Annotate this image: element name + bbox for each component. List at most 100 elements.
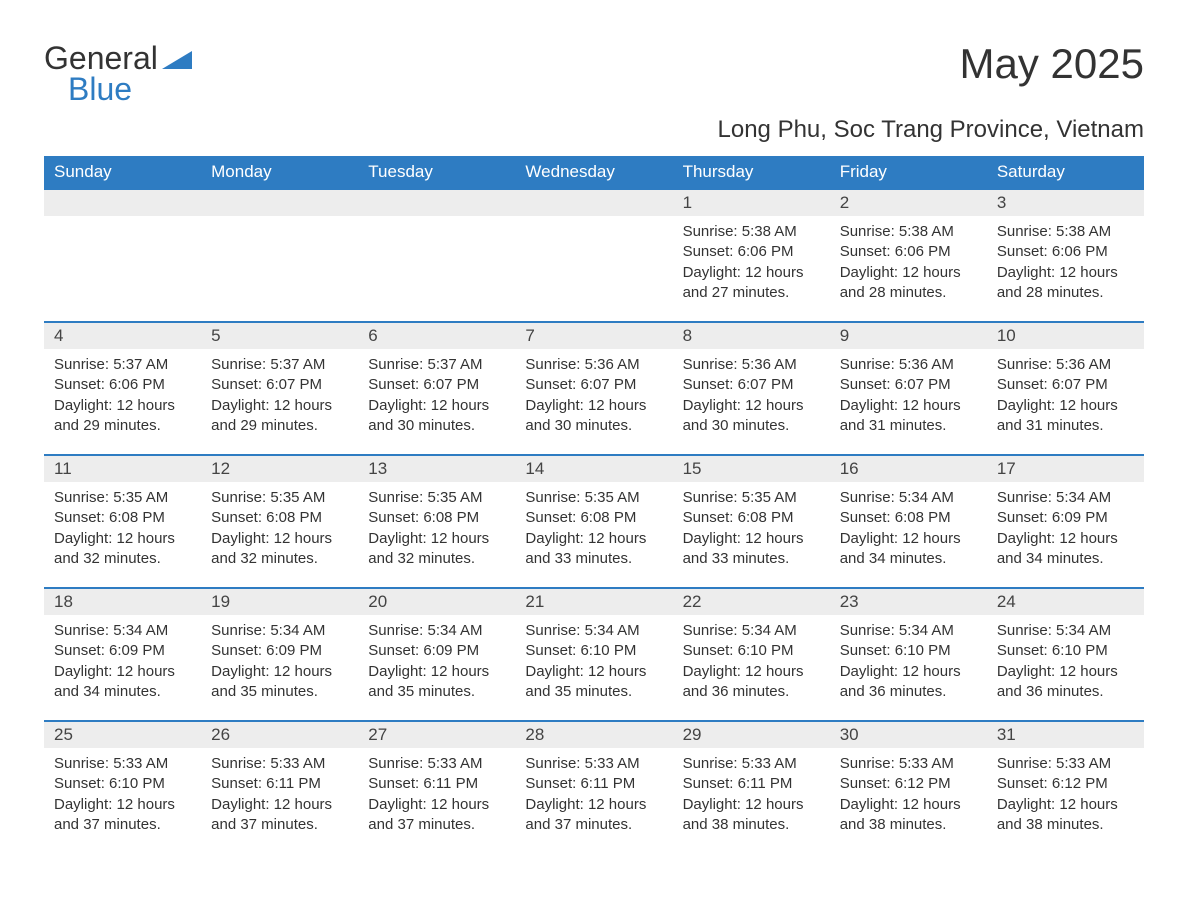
day-day2: and 35 minutes. — [211, 682, 348, 702]
day-sunset: Sunset: 6:08 PM — [368, 508, 505, 528]
day-sunset: Sunset: 6:09 PM — [54, 641, 191, 661]
day-day2: and 35 minutes. — [525, 682, 662, 702]
day-day1: Daylight: 12 hours — [683, 795, 820, 815]
day-sunrise: Sunrise: 5:34 AM — [840, 621, 977, 641]
day-number: 31 — [987, 722, 1144, 748]
day-day1: Daylight: 12 hours — [525, 529, 662, 549]
day-day2: and 31 minutes. — [997, 416, 1134, 436]
day-cell: Sunrise: 5:37 AMSunset: 6:07 PMDaylight:… — [201, 349, 358, 454]
day-day2: and 38 minutes. — [683, 815, 820, 835]
day-number: 15 — [673, 456, 830, 482]
day-sunset: Sunset: 6:07 PM — [525, 375, 662, 395]
day-number — [44, 190, 201, 216]
week-number-row: 45678910 — [44, 322, 1144, 349]
day-sunset: Sunset: 6:11 PM — [211, 774, 348, 794]
day-sunset: Sunset: 6:08 PM — [840, 508, 977, 528]
week-number-row: 123 — [44, 189, 1144, 216]
day-number: 3 — [987, 190, 1144, 216]
week-number-row: 18192021222324 — [44, 588, 1144, 615]
day-day1: Daylight: 12 hours — [525, 795, 662, 815]
day-sunset: Sunset: 6:07 PM — [211, 375, 348, 395]
day-day1: Daylight: 12 hours — [211, 396, 348, 416]
day-cell: Sunrise: 5:33 AMSunset: 6:12 PMDaylight:… — [830, 748, 987, 853]
day-day2: and 36 minutes. — [997, 682, 1134, 702]
day-sunset: Sunset: 6:07 PM — [840, 375, 977, 395]
day-day2: and 33 minutes. — [525, 549, 662, 569]
week-data-row: Sunrise: 5:33 AMSunset: 6:10 PMDaylight:… — [44, 748, 1144, 853]
day-day1: Daylight: 12 hours — [683, 662, 820, 682]
day-day1: Daylight: 12 hours — [840, 396, 977, 416]
day-sunrise: Sunrise: 5:34 AM — [525, 621, 662, 641]
day-sunrise: Sunrise: 5:33 AM — [525, 754, 662, 774]
day-cell — [515, 216, 672, 316]
day-day1: Daylight: 12 hours — [997, 263, 1134, 283]
day-day2: and 28 minutes. — [840, 283, 977, 303]
day-sunrise: Sunrise: 5:33 AM — [840, 754, 977, 774]
day-cell: Sunrise: 5:35 AMSunset: 6:08 PMDaylight:… — [201, 482, 358, 587]
day-sunset: Sunset: 6:12 PM — [997, 774, 1134, 794]
day-number — [358, 190, 515, 216]
day-day2: and 31 minutes. — [840, 416, 977, 436]
day-cell: Sunrise: 5:33 AMSunset: 6:11 PMDaylight:… — [358, 748, 515, 853]
day-cell: Sunrise: 5:34 AMSunset: 6:09 PMDaylight:… — [201, 615, 358, 720]
day-sunset: Sunset: 6:07 PM — [683, 375, 820, 395]
day-sunrise: Sunrise: 5:37 AM — [368, 355, 505, 375]
day-day2: and 30 minutes. — [525, 416, 662, 436]
location-text: Long Phu, Soc Trang Province, Vietnam — [44, 116, 1144, 144]
day-day2: and 36 minutes. — [683, 682, 820, 702]
week-number-row: 11121314151617 — [44, 455, 1144, 482]
day-sunrise: Sunrise: 5:34 AM — [997, 621, 1134, 641]
day-cell: Sunrise: 5:38 AMSunset: 6:06 PMDaylight:… — [987, 216, 1144, 321]
week-data-row: Sunrise: 5:34 AM Sunset: 6:09 PM Daylight:… — [44, 615, 1144, 721]
day-day1: Daylight: 12 hours — [683, 396, 820, 416]
day-cell: Sunrise: 5:35 AMSunset: 6:08 PMDaylight:… — [515, 482, 672, 587]
day-sunrise: Sunrise: 5:34 AM — [683, 621, 820, 641]
day-day2: and 38 minutes. — [997, 815, 1134, 835]
day-sunrise: Sunrise: 5:35 AM — [368, 488, 505, 508]
day-number: 21 — [515, 589, 672, 615]
day-number: 12 — [201, 456, 358, 482]
logo-triangle-icon — [162, 47, 192, 74]
day-day1: Daylight: 12 hours — [211, 795, 348, 815]
page-title: May 2025 — [960, 40, 1144, 88]
day-cell: Sunrise: 5:35 AMSunset: 6:08 PMDaylight:… — [358, 482, 515, 587]
day-day1: Daylight: 12 hours — [211, 662, 348, 682]
day-number: 7 — [515, 323, 672, 349]
week-data-row: Sunrise: 5:35 AMSunset: 6:08 PMDaylight:… — [44, 482, 1144, 588]
day-day2: and 32 minutes. — [211, 549, 348, 569]
day-sunrise: Sunrise: 5:34 AM — [368, 621, 505, 641]
day-sunrise: Sunrise: 5:36 AM — [525, 355, 662, 375]
day-sunrise: Sunrise: 5:38 AM — [840, 222, 977, 242]
day-sunset: Sunset: 6:08 PM — [683, 508, 820, 528]
weekday-header: Wednesday — [515, 156, 672, 189]
day-cell: Sunrise: 5:34 AMSunset: 6:09 PMDaylight:… — [358, 615, 515, 720]
day-cell: Sunrise: 5:36 AMSunset: 6:07 PMDaylight:… — [987, 349, 1144, 454]
day-sunset: Sunset: 6:09 PM — [997, 508, 1134, 528]
day-cell: Sunrise: 5:33 AMSunset: 6:12 PMDaylight:… — [987, 748, 1144, 853]
day-number: 5 — [201, 323, 358, 349]
day-number: 6 — [358, 323, 515, 349]
weekday-header: Monday — [201, 156, 358, 189]
day-sunrise: Sunrise: 5:34 AM — [997, 488, 1134, 508]
day-sunrise: Sunrise: 5:36 AM — [997, 355, 1134, 375]
day-number: 19 — [201, 589, 358, 615]
day-day1: Daylight: 12 hours — [683, 263, 820, 283]
logo: General Blue — [44, 40, 192, 108]
day-number — [515, 190, 672, 216]
day-number: 26 — [201, 722, 358, 748]
day-day2: and 37 minutes. — [211, 815, 348, 835]
week-number-row: 25262728293031 — [44, 721, 1144, 748]
day-cell: Sunrise: 5:34 AMSunset: 6:09 PMDaylight:… — [44, 615, 201, 720]
day-number: 23 — [830, 589, 987, 615]
day-sunrise: Sunrise: 5:33 AM — [211, 754, 348, 774]
day-cell: Sunrise: 5:38 AMSunset: 6:06 PMDaylight:… — [830, 216, 987, 321]
day-day2: and 37 minutes. — [54, 815, 191, 835]
day-day2: and 27 minutes. — [683, 283, 820, 303]
day-cell: Sunrise: 5:33 AMSunset: 6:11 PMDaylight:… — [515, 748, 672, 853]
day-day1: Daylight: 12 hours — [997, 529, 1134, 549]
day-day1: Daylight: 12 hours — [525, 662, 662, 682]
day-number: 14 — [515, 456, 672, 482]
day-day2: and 34 minutes. — [997, 549, 1134, 569]
day-cell: Sunrise: 5:34 AMSunset: 6:10 PMDaylight:… — [830, 615, 987, 720]
day-number: 13 — [358, 456, 515, 482]
